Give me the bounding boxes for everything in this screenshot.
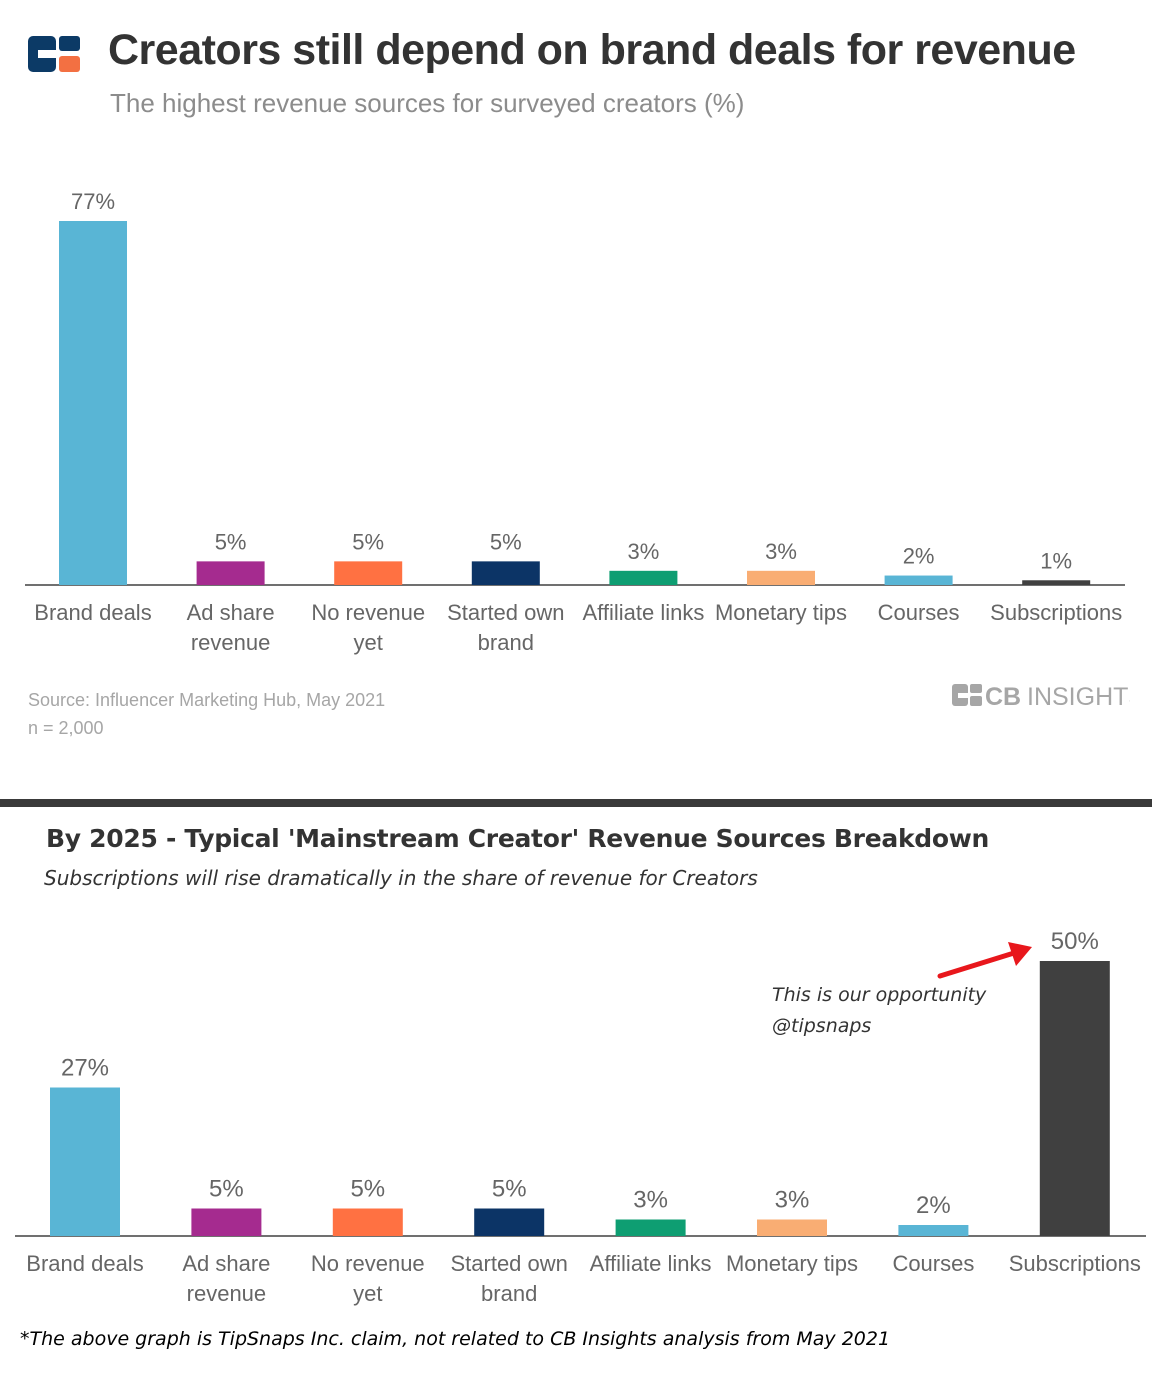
revenue-sources-bar-chart: 77% Brand deals 5% Ad share revenue 5% No reve… xyxy=(25,189,1125,655)
category-label-3: yet xyxy=(353,1281,382,1306)
bar-1 xyxy=(50,1087,120,1236)
category-label-3: No revenue xyxy=(311,1251,425,1276)
category-label-3: yet xyxy=(354,630,383,655)
projection-title: By 2025 - Typical 'Mainstream Creator' R… xyxy=(46,824,990,853)
category-label-1: Brand deals xyxy=(34,600,151,625)
category-label-3: No revenue xyxy=(311,600,425,625)
sample-size-text: n = 2,000 xyxy=(28,718,104,738)
bar-6 xyxy=(757,1219,827,1236)
bar-1 xyxy=(59,221,127,585)
bar-3 xyxy=(332,1208,403,1236)
category-label-4: Started own xyxy=(450,1251,567,1276)
category-label-2: Ad share xyxy=(182,1251,270,1276)
bar-6 xyxy=(747,570,815,585)
annotation-line-1: This is our opportunity xyxy=(772,984,987,1006)
value-label-8: 50% xyxy=(1051,928,1099,955)
value-label-5: 3% xyxy=(633,1187,668,1214)
cb-insights-wordmark: CB INSIGHTS xyxy=(952,683,1130,710)
value-label-8: 1% xyxy=(1040,548,1072,573)
category-label-4: Started own xyxy=(447,600,564,625)
chart-title: Creators still depend on brand deals for… xyxy=(108,26,1076,74)
category-label-5: Affiliate links xyxy=(582,600,704,625)
chart-subtitle: The highest revenue sources for surveyed… xyxy=(110,88,745,118)
value-label-2: 5% xyxy=(215,529,247,554)
value-label-4: 5% xyxy=(490,529,522,554)
projection-subtitle: Subscriptions will rise dramatically in … xyxy=(44,866,758,890)
category-label-4: brand xyxy=(478,630,534,655)
bar-3 xyxy=(334,561,403,585)
bar-5 xyxy=(609,570,678,585)
category-label-2: revenue xyxy=(187,1281,267,1306)
section-divider xyxy=(0,799,1152,807)
category-label-5: Affiliate links xyxy=(590,1251,712,1276)
value-label-6: 3% xyxy=(765,539,797,564)
category-label-2: Ad share xyxy=(187,600,275,625)
red-arrow-icon xyxy=(937,942,1032,979)
category-label-4: brand xyxy=(481,1281,537,1306)
bar-4 xyxy=(471,561,540,585)
category-label-8: Subscriptions xyxy=(990,600,1122,625)
category-label-7: Courses xyxy=(878,600,960,625)
annotation-line-2: @tipsnaps xyxy=(772,1015,872,1037)
disclaimer-note: *The above graph is TipSnaps Inc. claim,… xyxy=(20,1328,891,1350)
cb-insights-wordmark-icon xyxy=(952,684,982,706)
source-text: Source: Influencer Marketing Hub, May 20… xyxy=(28,690,386,710)
projection-bar-chart: 27% Brand deals 5% Ad share revenue 5% No reve… xyxy=(15,928,1146,1306)
value-label-1: 77% xyxy=(71,189,115,214)
bar-7 xyxy=(898,1225,969,1236)
value-label-2: 5% xyxy=(209,1176,244,1203)
bar-2 xyxy=(191,1208,262,1236)
value-label-3: 5% xyxy=(352,529,384,554)
opportunity-annotation: This is our opportunity @tipsnaps xyxy=(772,980,986,1042)
category-label-6: Monetary tips xyxy=(715,600,847,625)
bar-8 xyxy=(1039,961,1110,1236)
value-label-7: 2% xyxy=(903,544,935,569)
value-label-4: 5% xyxy=(492,1176,527,1203)
value-label-6: 3% xyxy=(775,1187,810,1214)
category-label-1: Brand deals xyxy=(26,1251,143,1276)
category-label-7: Courses xyxy=(892,1251,974,1276)
bar-4 xyxy=(474,1208,545,1236)
value-label-1: 27% xyxy=(61,1055,109,1082)
category-label-6: Monetary tips xyxy=(726,1251,858,1276)
bar-5 xyxy=(615,1219,686,1236)
bar-2 xyxy=(196,561,265,585)
source-note: Source: Influencer Marketing Hub, May 20… xyxy=(28,686,385,742)
bar-7 xyxy=(884,575,953,585)
value-label-5: 3% xyxy=(628,539,660,564)
value-label-3: 5% xyxy=(350,1176,385,1203)
bar-8 xyxy=(1022,580,1091,585)
category-label-2: revenue xyxy=(191,630,271,655)
brand-light-text: INSIGHTS xyxy=(1027,683,1130,710)
value-label-7: 2% xyxy=(916,1192,951,1219)
category-label-8: Subscriptions xyxy=(1009,1251,1141,1276)
cb-insights-logo-icon xyxy=(28,36,80,72)
brand-bold-text: CB xyxy=(985,683,1021,710)
